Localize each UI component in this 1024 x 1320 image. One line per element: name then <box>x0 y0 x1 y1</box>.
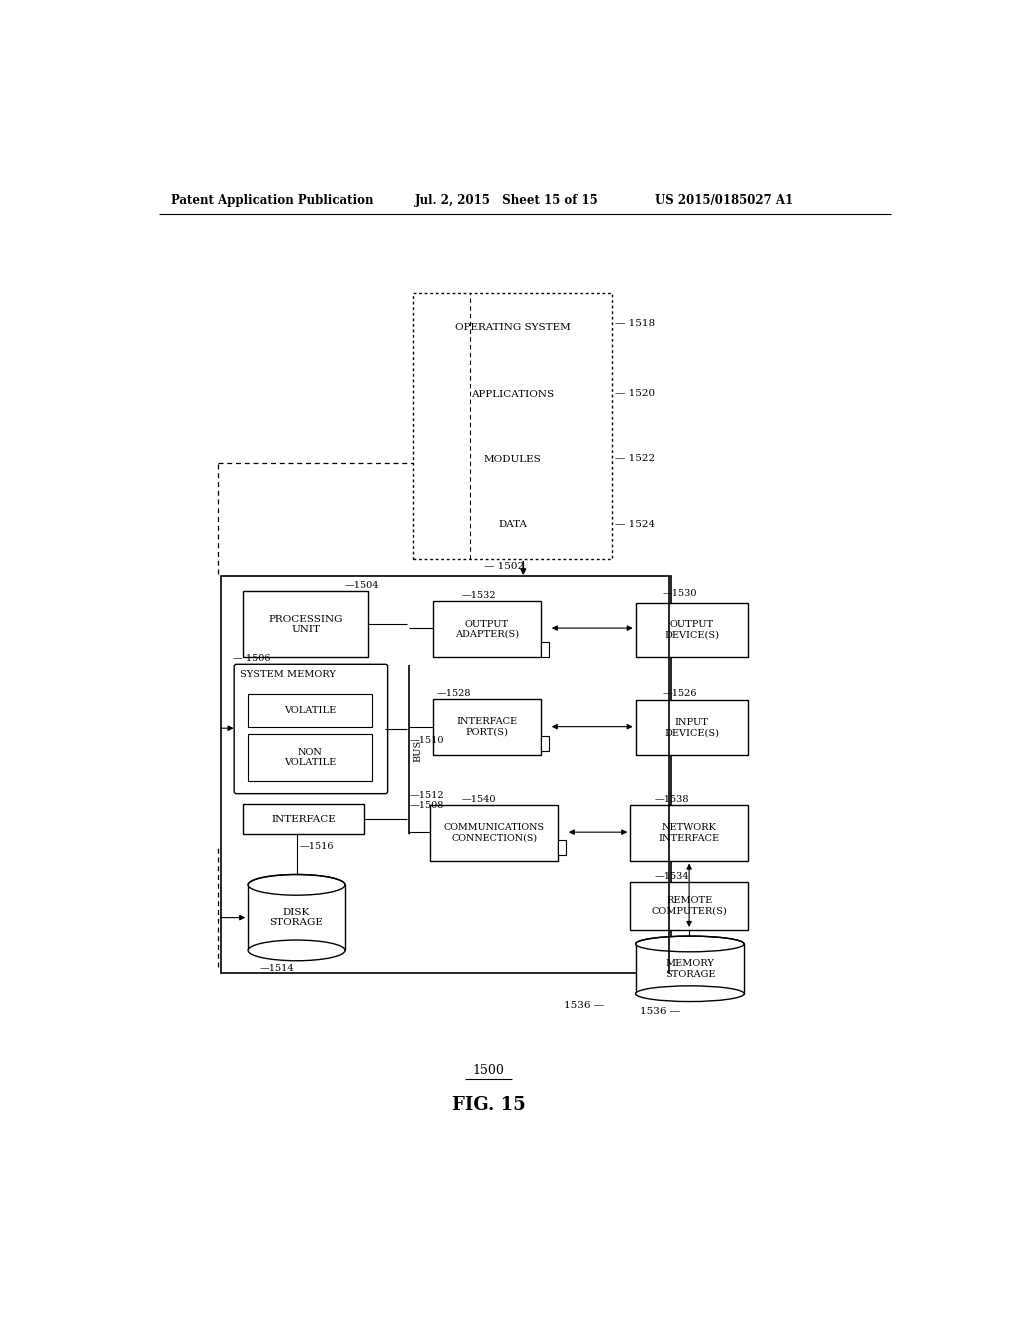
Bar <box>248 884 345 950</box>
Text: REMOTE
COMPUTER(S): REMOTE COMPUTER(S) <box>651 896 727 916</box>
Bar <box>221 576 671 973</box>
Text: —1516: —1516 <box>300 842 335 850</box>
Ellipse shape <box>248 875 345 895</box>
Ellipse shape <box>248 940 345 961</box>
Bar <box>630 882 748 929</box>
Bar <box>541 642 549 657</box>
Ellipse shape <box>636 986 744 1002</box>
Text: MODULES: MODULES <box>484 455 542 463</box>
Text: —1514: —1514 <box>260 964 294 973</box>
Bar <box>243 591 369 657</box>
Text: — 1520: — 1520 <box>614 389 654 397</box>
Text: —1526: —1526 <box>663 689 697 698</box>
Text: —1504: —1504 <box>345 581 380 590</box>
Bar <box>541 737 549 751</box>
Text: COMMUNICATIONS
CONNECTION(S): COMMUNICATIONS CONNECTION(S) <box>443 824 545 842</box>
Bar <box>636 603 748 657</box>
Text: DISK
STORAGE: DISK STORAGE <box>269 908 324 928</box>
Ellipse shape <box>636 936 744 952</box>
Bar <box>419 496 607 554</box>
Text: Patent Application Publication: Patent Application Publication <box>171 194 373 207</box>
Text: —1528: —1528 <box>436 689 471 698</box>
Text: BUS: BUS <box>414 741 422 763</box>
Text: US 2015/0185027 A1: US 2015/0185027 A1 <box>655 194 794 207</box>
Text: Jul. 2, 2015   Sheet 15 of 15: Jul. 2, 2015 Sheet 15 of 15 <box>415 194 598 207</box>
Text: INTERFACE
PORT(S): INTERFACE PORT(S) <box>457 717 517 737</box>
Text: —1512: —1512 <box>410 792 444 800</box>
Text: APPLICATIONS: APPLICATIONS <box>471 389 554 399</box>
Text: —1532: —1532 <box>461 591 496 601</box>
Text: —1530: —1530 <box>663 589 697 598</box>
Bar <box>414 293 612 558</box>
Bar <box>430 805 558 861</box>
Text: 1500: 1500 <box>472 1064 504 1077</box>
Bar <box>432 700 541 755</box>
Bar <box>419 298 607 358</box>
Text: — 1502: — 1502 <box>484 562 524 572</box>
Text: SYSTEM MEMORY: SYSTEM MEMORY <box>241 669 336 678</box>
Text: OUTPUT
ADAPTER(S): OUTPUT ADAPTER(S) <box>455 619 519 639</box>
Text: —1510: —1510 <box>410 737 443 744</box>
Bar <box>636 944 744 994</box>
Text: NETWORK
INTERFACE: NETWORK INTERFACE <box>658 824 720 842</box>
Text: —1540: —1540 <box>461 795 496 804</box>
Bar <box>630 805 748 861</box>
Bar <box>248 734 372 780</box>
Text: DATA: DATA <box>499 520 527 529</box>
Text: —1534: —1534 <box>655 871 689 880</box>
Text: INTERFACE: INTERFACE <box>271 814 336 824</box>
Text: 1536 —: 1536 — <box>640 1007 680 1016</box>
Text: PROCESSING
UNIT: PROCESSING UNIT <box>268 615 343 634</box>
Bar <box>419 364 607 424</box>
Bar <box>636 700 748 755</box>
Bar <box>432 601 541 657</box>
Text: 1536 —: 1536 — <box>564 1001 604 1010</box>
Text: NON
VOLATILE: NON VOLATILE <box>284 747 336 767</box>
Text: OPERATING SYSTEM: OPERATING SYSTEM <box>455 323 570 333</box>
Text: FIG. 15: FIG. 15 <box>452 1097 525 1114</box>
Text: OUTPUT
DEVICE(S): OUTPUT DEVICE(S) <box>665 620 719 640</box>
Text: INPUT
DEVICE(S): INPUT DEVICE(S) <box>665 718 719 737</box>
Text: —1508: —1508 <box>410 801 443 809</box>
Bar <box>558 840 566 855</box>
Bar <box>248 693 372 726</box>
FancyBboxPatch shape <box>234 664 388 793</box>
Text: MEMORY
STORAGE: MEMORY STORAGE <box>665 960 715 978</box>
Text: — 1524: — 1524 <box>614 520 654 528</box>
Text: — 1506: — 1506 <box>232 655 270 664</box>
Text: — 1522: — 1522 <box>614 454 654 463</box>
Text: —1538: —1538 <box>655 795 689 804</box>
Bar <box>419 430 607 488</box>
Bar <box>243 804 365 834</box>
Text: VOLATILE: VOLATILE <box>284 706 336 714</box>
Text: — 1518: — 1518 <box>614 319 654 329</box>
